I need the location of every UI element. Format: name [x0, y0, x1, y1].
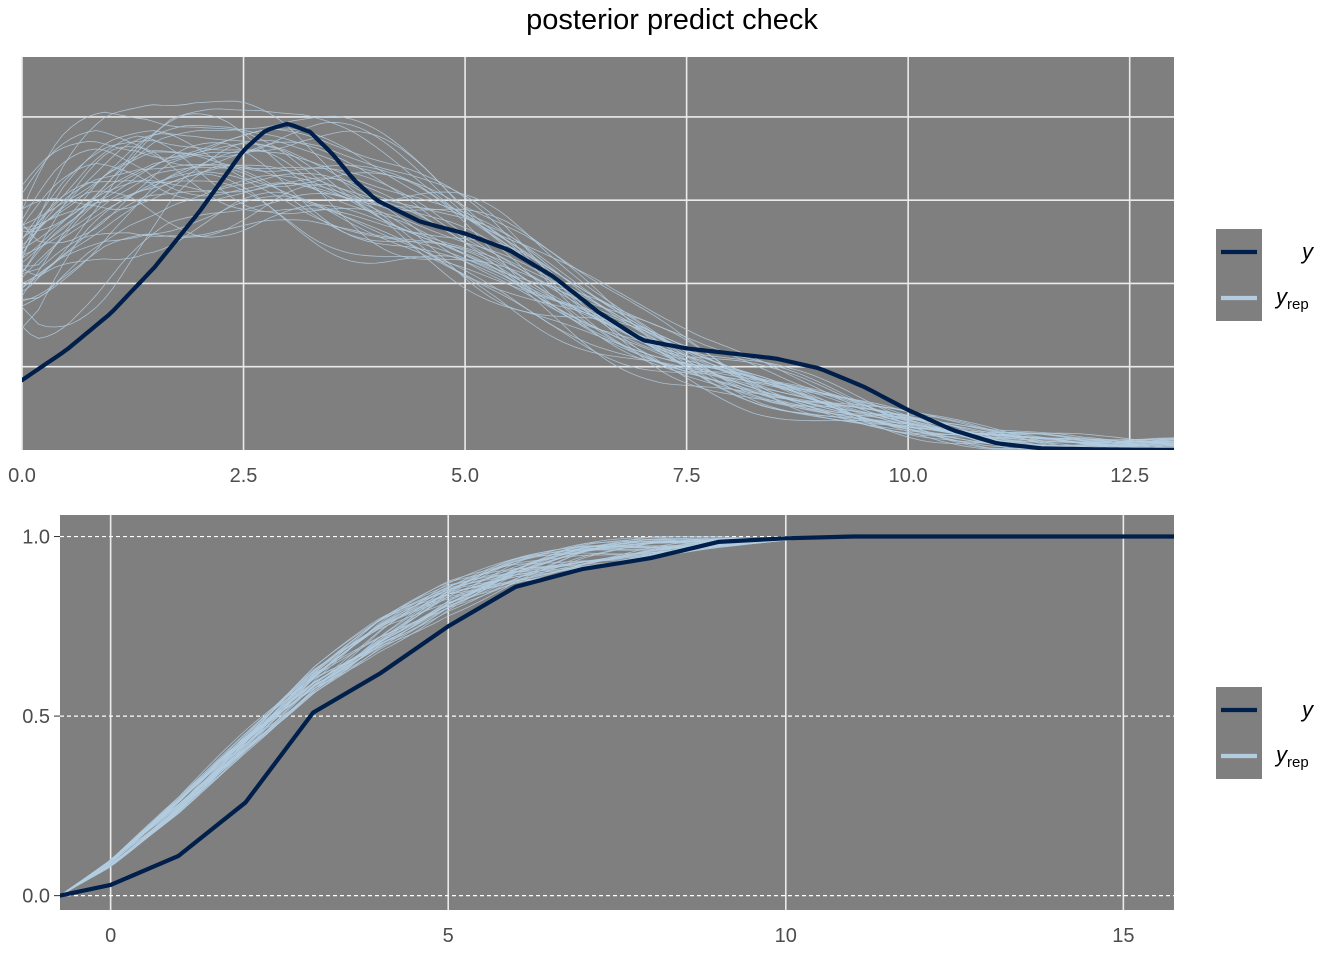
- x-tick-label: 0: [105, 925, 116, 947]
- grid-lines: [60, 515, 1174, 910]
- x-tick-label: 15: [1112, 925, 1134, 947]
- legend-key-background: [1216, 687, 1262, 779]
- observed-y-line: [22, 121, 1174, 450]
- x-tick-label: 10.0: [889, 465, 928, 487]
- legend-subscript-rep: rep: [1287, 754, 1309, 771]
- yrep-draw-line: [22, 140, 1174, 448]
- x-tick-label: 5: [443, 925, 454, 947]
- yrep-draw-line: [22, 173, 1174, 450]
- yrep-draw-line: [22, 171, 1174, 449]
- x-tick-label: 2.5: [230, 465, 258, 487]
- legend-label-yrep: yrep: [1274, 742, 1309, 771]
- legend-label-yrep: yrep: [1274, 284, 1309, 313]
- yrep-draw-line: [22, 128, 1174, 450]
- legend-subscript-rep: rep: [1287, 296, 1309, 313]
- yrep-draw-line: [22, 113, 1174, 447]
- yrep-draw-line: [22, 139, 1174, 449]
- legend-label-y: y: [1300, 697, 1315, 722]
- legend-label-y: y: [1300, 239, 1315, 264]
- plot-area: [22, 100, 1174, 450]
- yrep-draw-line: [22, 193, 1174, 447]
- x-tick-label: 5.0: [451, 465, 479, 487]
- x-tick-label: 12.5: [1110, 465, 1149, 487]
- x-tick-label: 10: [775, 925, 797, 947]
- plot-area: [60, 534, 1174, 898]
- yrep-draw-line: [22, 195, 1174, 448]
- page-title: posterior predict check: [526, 4, 818, 36]
- panel-background: [60, 515, 1174, 910]
- yrep-draw-line: [22, 130, 1174, 449]
- panel-background: [22, 57, 1174, 450]
- yrep-draw-line: [22, 133, 1174, 450]
- yrep-draw-line: [22, 100, 1174, 450]
- yrep-draw-line: [22, 148, 1174, 450]
- density-panel: 0.0 2.5 5.0 7.5 10.0 12.5 y yrep: [8, 57, 1315, 487]
- legend: y yrep: [1216, 687, 1315, 779]
- legend-key-background: [1216, 229, 1262, 321]
- x-tick-label: 0.0: [8, 465, 36, 487]
- legend: y yrep: [1216, 229, 1315, 321]
- y-tick-label: 0.5: [22, 706, 50, 728]
- y-tick-label: 1.0: [22, 527, 50, 549]
- x-tick-label: 7.5: [673, 465, 701, 487]
- observed-y-line: [60, 534, 1174, 898]
- yrep-draw-line: [22, 191, 1174, 450]
- y-tick-label: 0.0: [22, 886, 50, 908]
- ecdf-panel: 0 5 10 15 0.0 0.5 1.0 y yrep: [22, 515, 1315, 947]
